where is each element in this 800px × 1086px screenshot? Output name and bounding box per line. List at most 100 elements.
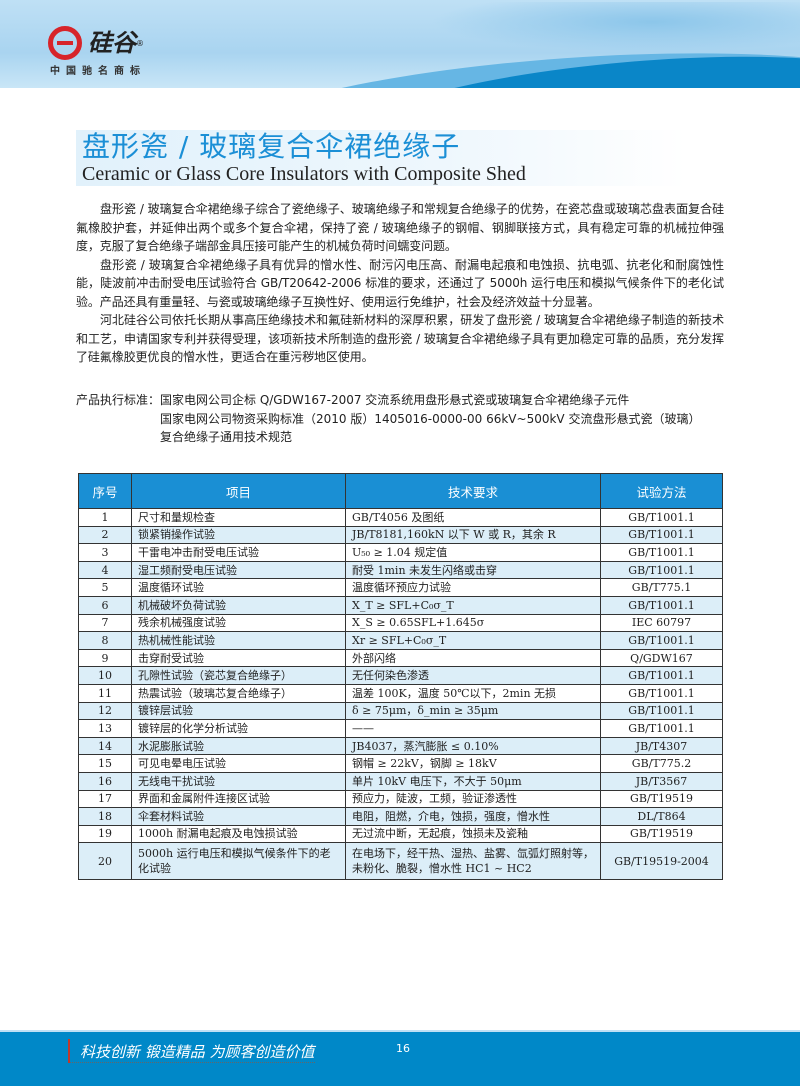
intro-paragraph: 河北硅谷公司依托长期从事高压绝缘技术和氟硅新材料的深厚积累，研发了盘形瓷 / 玻… [76, 313, 724, 364]
table-row: 10 孔隙性试验（瓷芯复合绝缘子） 无任何染色渗透 GB/T1001.1 [78, 666, 723, 685]
row-number: 17 [78, 789, 132, 809]
table-row: 14 水泥膨胀试验 JB4037，蒸汽膨胀 ≤ 0.10% JB/T4307 [78, 736, 723, 756]
test-item: 孔隙性试验（瓷芯复合绝缘子） [131, 666, 346, 685]
table-row: 19 1000h 耐漏电起痕及电蚀损试验 无过流中断，无起痕，蚀损未及瓷釉 GB/T1… [78, 824, 723, 844]
requirement: 无任何染色渗透 [345, 666, 601, 685]
test-items-table: 序号 项目 技术要求 试验方法 1 尺寸和量规检查 GB/T4056 及图纸 GB/T… [78, 473, 723, 881]
tower-icon [68, 1039, 74, 1063]
logo-mark-icon [48, 26, 82, 60]
test-item: 残余机械强度试验 [131, 613, 346, 633]
test-method: GB/T19519 [600, 824, 723, 844]
requirement: X_S ≥ 0.65SFL+1.645σ [345, 613, 601, 633]
row-number: 7 [78, 613, 132, 633]
page-title-en: Ceramic or Glass Core Insulators with Co… [82, 163, 526, 185]
requirement: 无过流中断，无起痕，蚀损未及瓷釉 [345, 824, 601, 844]
test-item: 水泥膨胀试验 [131, 736, 346, 756]
test-item: 湿工频耐受电压试验 [131, 560, 346, 580]
requirement: 钢帽 ≥ 22kV，钢脚 ≥ 18kV [345, 754, 601, 773]
row-number: 5 [78, 578, 132, 597]
page-number: 16 [396, 1042, 410, 1055]
world-map-graphic [430, 2, 800, 52]
requirement: 温差 100K，温度 50℃以下，2min 无损 [345, 683, 601, 703]
registered-mark: ® [136, 38, 144, 48]
table-row: 11 热震试验（玻璃芯复合绝缘子） 温差 100K，温度 50℃以下，2min 无损… [78, 683, 723, 703]
test-method: GB/T1001.1 [600, 701, 723, 721]
row-number: 14 [78, 736, 132, 756]
test-item: 机械破坏负荷试验 [131, 595, 346, 615]
requirement: GB/T4056 及图纸 [345, 508, 601, 527]
test-item: 尺寸和量规检查 [131, 508, 346, 527]
test-item: 温度循环试验 [131, 578, 346, 597]
test-item: 热机械性能试验 [131, 631, 346, 650]
test-item: 无线电干扰试验 [131, 771, 346, 791]
row-number: 8 [78, 631, 132, 650]
test-method: GB/T1001.1 [600, 543, 723, 562]
test-method: GB/T775.1 [600, 578, 723, 597]
table-row: 9 击穿耐受试验 外部闪络 Q/GDW167 [78, 648, 723, 668]
row-number: 16 [78, 771, 132, 791]
table-row: 4 湿工频耐受电压试验 耐受 1min 未发生闪络或击穿 GB/T1001.1 [78, 560, 723, 580]
table-row: 7 残余机械强度试验 X_S ≥ 0.65SFL+1.645σ IEC 60797 [78, 613, 723, 633]
test-method: DL/T864 [600, 807, 723, 826]
row-number: 20 [78, 842, 132, 881]
requirement: 预应力，陡波，工频，验证渗透性 [345, 789, 601, 809]
table-row: 2 锁紧销操作试验 JB/T8181,160kN 以下 W 或 R，其余 R GB/T… [78, 525, 723, 545]
row-number: 4 [78, 560, 132, 580]
requirement: 单片 10kV 电压下，不大于 50μm [345, 771, 601, 791]
column-header: 技术要求 [345, 473, 601, 509]
standards-label: 产品执行标准： [76, 393, 161, 407]
row-number: 3 [78, 543, 132, 562]
test-method: GB/T1001.1 [600, 508, 723, 527]
table-row: 16 无线电干扰试验 单片 10kV 电压下，不大于 50μm JB/T3567 [78, 771, 723, 791]
requirement: X_T ≥ SFL+C₀σ_T [345, 595, 601, 615]
standard-line: 复合绝缘子通用技术规范 [160, 430, 293, 444]
test-item: 界面和金属附件连接区试验 [131, 789, 346, 809]
requirement: 在电场下，经干热、湿热、盐雾、氙弧灯照射等，未粉化、脆裂，憎水性 HC1 ~ H… [345, 842, 601, 881]
standards-block: 产品执行标准： 国家电网公司企标 Q/GDW167-2007 交流系统用盘形悬式瓷… [76, 391, 700, 447]
logo-tagline: 中国驰名商标 [50, 66, 146, 77]
test-method: GB/T1001.1 [600, 631, 723, 650]
row-number: 13 [78, 719, 132, 738]
test-method: GB/T1001.1 [600, 683, 723, 703]
requirement: 外部闪络 [345, 648, 601, 668]
test-method: IEC 60797 [600, 613, 723, 633]
requirement: JB4037，蒸汽膨胀 ≤ 0.10% [345, 736, 601, 756]
column-header: 项目 [131, 473, 346, 509]
logo-brand: 硅谷 [88, 29, 136, 57]
table-row: 17 界面和金属附件连接区试验 预应力，陡波，工频，验证渗透性 GB/T19519 [78, 789, 723, 809]
table-row: 15 可见电晕电压试验 钢帽 ≥ 22kV，钢脚 ≥ 18kV GB/T775.2 [78, 754, 723, 773]
table-row: 3 干雷电冲击耐受电压试验 U₅₀ ≥ 1.04 规定值 GB/T1001.1 [78, 543, 723, 562]
row-number: 11 [78, 683, 132, 703]
test-item: 击穿耐受试验 [131, 648, 346, 668]
column-header: 序号 [78, 473, 132, 509]
test-method: GB/T1001.1 [600, 719, 723, 738]
test-method: GB/T19519-2004 [600, 842, 723, 881]
test-method: JB/T4307 [600, 736, 723, 756]
page-title-cn: 盘形瓷 / 玻璃复合伞裙绝缘子 [82, 130, 461, 163]
test-method: GB/T1001.1 [600, 560, 723, 580]
slogan-text: 科技创新 锻造精品 为顾客创造价值 [80, 1043, 315, 1061]
table-row: 6 机械破坏负荷试验 X_T ≥ SFL+C₀σ_T GB/T1001.1 [78, 595, 723, 615]
table-row: 13 镀锌层的化学分析试验 —— GB/T1001.1 [78, 719, 723, 738]
column-header: 试验方法 [600, 473, 723, 509]
requirement: U₅₀ ≥ 1.04 规定值 [345, 543, 601, 562]
test-method: Q/GDW167 [600, 648, 723, 668]
intro-text: 盘形瓷 / 玻璃复合伞裙绝缘子综合了瓷绝缘子、玻璃绝缘子和常规复合绝缘子的优势，… [76, 200, 724, 367]
row-number: 9 [78, 648, 132, 668]
requirement: 耐受 1min 未发生闪络或击穿 [345, 560, 601, 580]
table-row: 8 热机械性能试验 Xr ≥ SFL+C₀σ_T GB/T1001.1 [78, 631, 723, 650]
test-item: 1000h 耐漏电起痕及电蚀损试验 [131, 824, 346, 844]
row-number: 6 [78, 595, 132, 615]
requirement: Xr ≥ SFL+C₀σ_T [345, 631, 601, 650]
table-row: 18 伞套材料试验 电阻，阻燃，介电，蚀损，强度，憎水性 DL/T864 [78, 807, 723, 826]
requirement: JB/T8181,160kN 以下 W 或 R，其余 R [345, 525, 601, 545]
test-item: 镀锌层的化学分析试验 [131, 719, 346, 738]
test-item: 镀锌层试验 [131, 701, 346, 721]
intro-paragraph: 盘形瓷 / 玻璃复合伞裙绝缘子综合了瓷绝缘子、玻璃绝缘子和常规复合绝缘子的优势，… [76, 202, 724, 253]
row-number: 2 [78, 525, 132, 545]
test-method: GB/T1001.1 [600, 666, 723, 685]
table-row: 20 5000h 运行电压和模拟气候条件下的老化试验 在电场下，经干热、湿热、盐雾、… [78, 842, 723, 881]
row-number: 12 [78, 701, 132, 721]
title-background [76, 130, 686, 186]
test-item: 伞套材料试验 [131, 807, 346, 826]
